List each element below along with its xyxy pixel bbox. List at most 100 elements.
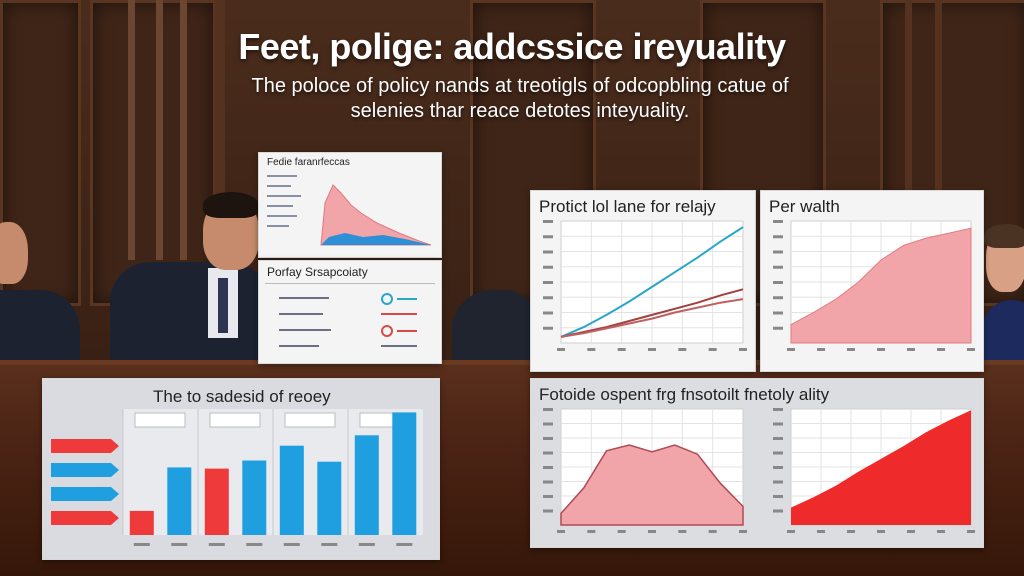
card-title: Per walth <box>769 197 840 216</box>
x-tick-mark <box>358 543 375 546</box>
y-tick-mark <box>773 422 783 426</box>
column-header-box <box>209 412 261 428</box>
subheadline-line: The poloce of policy nands at treotigls … <box>251 75 789 97</box>
x-tick-mark <box>817 530 825 533</box>
y-tick-mark <box>773 250 783 254</box>
table-card: Porfay Srsapcoiaty <box>258 260 442 364</box>
x-tick-mark <box>907 530 915 533</box>
x-tick-mark <box>246 543 263 546</box>
dual-area-charts <box>543 408 975 533</box>
y-tick-mark <box>773 509 783 513</box>
area-fill <box>791 410 971 525</box>
chart-card-wealth: Per walth <box>760 190 984 372</box>
x-tick-mark <box>396 543 413 546</box>
wealth-area-chart <box>773 220 975 351</box>
y-tick-mark <box>543 437 553 440</box>
legend-arrow <box>51 511 119 525</box>
x-tick-mark <box>967 348 975 351</box>
bar <box>279 445 304 535</box>
chart-card-bar: The to sadesid of reoey <box>42 378 440 560</box>
y-tick-mark <box>543 495 553 498</box>
blue-area <box>321 233 431 245</box>
bar <box>129 510 154 535</box>
x-tick-mark <box>678 348 687 351</box>
x-tick-mark <box>739 348 747 351</box>
y-tick-mark <box>773 265 783 269</box>
wall-pillar <box>156 0 163 260</box>
legend-arrow <box>51 487 119 501</box>
bar <box>354 435 379 535</box>
y-tick-mark <box>773 495 783 498</box>
column-header-box <box>284 412 336 428</box>
bar <box>167 467 192 535</box>
bar <box>317 461 342 535</box>
chart-card-top-small: Fedie faranrfeccas <box>258 152 442 258</box>
bar <box>204 468 229 535</box>
series-line <box>560 226 744 338</box>
y-tick-mark <box>773 235 783 239</box>
wall-pillar <box>935 0 942 240</box>
x-tick-mark <box>171 543 188 546</box>
y-tick-mark <box>773 220 783 223</box>
x-tick-mark <box>283 543 300 546</box>
y-tick-mark <box>773 408 783 411</box>
column-header-box <box>134 412 186 428</box>
y-tick-mark <box>543 451 553 455</box>
card-title: Fedie faranrfeccas <box>267 157 350 168</box>
x-tick-mark <box>648 530 656 533</box>
mini-area-chart <box>267 175 432 246</box>
x-tick-mark <box>787 348 795 351</box>
x-tick-mark <box>708 530 717 533</box>
pink-area <box>320 184 432 246</box>
x-tick-mark <box>208 543 225 546</box>
card-title: Fotoide ospent frg fnsotoilt fnetoly ali… <box>539 385 830 404</box>
chart-card-peak: Fotoide ospent frg fnsotoilt fnetoly ali… <box>530 378 984 548</box>
x-tick-mark <box>817 348 825 351</box>
y-tick-mark <box>543 265 553 269</box>
y-tick-mark <box>543 281 553 284</box>
legend-arrow <box>51 439 119 453</box>
area-fill <box>790 227 972 344</box>
bar-chart <box>51 409 423 546</box>
x-tick-mark <box>937 530 945 533</box>
x-tick-mark <box>907 348 915 351</box>
table-sketch <box>265 283 435 347</box>
x-tick-mark <box>557 348 565 351</box>
wall-pillar <box>180 0 187 260</box>
area-fill <box>560 444 744 526</box>
y-tick-mark <box>773 437 783 440</box>
wall-panel <box>90 0 216 306</box>
wall-pillar <box>215 0 225 300</box>
line-chart <box>543 220 747 351</box>
x-tick-mark <box>847 348 855 351</box>
y-tick-mark <box>773 326 783 330</box>
x-tick-mark <box>557 530 565 533</box>
y-tick-mark <box>543 408 553 411</box>
y-tick-mark <box>543 509 553 513</box>
x-tick-mark <box>678 530 687 533</box>
y-tick-mark <box>773 451 783 455</box>
subheadline: The poloce of policy nands at treotigls … <box>200 74 840 124</box>
x-tick-mark <box>937 348 945 351</box>
y-tick-mark <box>543 235 553 239</box>
y-tick-mark <box>543 220 553 223</box>
card-title: The to sadesid of reoey <box>153 387 331 406</box>
x-tick-mark <box>648 348 656 351</box>
x-tick-mark <box>617 530 626 533</box>
x-tick-mark <box>847 530 855 533</box>
x-tick-mark <box>133 543 150 546</box>
y-tick-mark <box>773 281 783 284</box>
y-tick-mark <box>543 250 553 254</box>
y-tick-mark <box>543 422 553 426</box>
series-line <box>560 288 744 338</box>
y-tick-mark <box>543 296 553 300</box>
x-tick-mark <box>877 348 885 351</box>
y-tick-mark <box>543 311 553 315</box>
y-tick-mark <box>773 466 783 469</box>
y-tick-mark <box>543 466 553 469</box>
x-tick-mark <box>708 348 717 351</box>
wall-pillar <box>128 0 135 260</box>
x-tick-mark <box>877 530 885 533</box>
y-tick-mark <box>773 311 783 315</box>
y-tick-mark <box>543 480 553 484</box>
